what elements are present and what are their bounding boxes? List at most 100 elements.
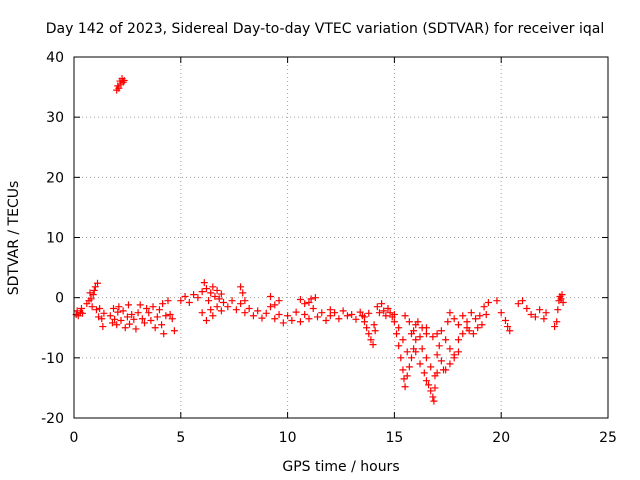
data-point — [224, 303, 232, 311]
data-point — [542, 309, 550, 317]
data-point — [245, 304, 253, 312]
data-point — [123, 313, 131, 321]
x-tick-label: 20 — [492, 430, 510, 446]
data-point — [322, 317, 330, 325]
data-point — [429, 393, 437, 401]
data-point — [217, 307, 225, 315]
data-point — [301, 311, 309, 319]
data-point — [427, 387, 435, 395]
data-point — [480, 303, 488, 311]
data-point — [431, 384, 439, 392]
data-point — [393, 330, 401, 338]
data-point — [427, 363, 435, 371]
data-point — [360, 318, 368, 326]
data-point — [100, 309, 108, 317]
data-point — [454, 336, 462, 344]
chart-title: Day 142 of 2023, Sidereal Day-to-day VTE… — [46, 21, 604, 37]
data-point — [177, 297, 185, 305]
data-point — [422, 377, 430, 385]
data-point — [79, 309, 87, 317]
data-point — [202, 285, 210, 293]
data-point — [134, 309, 142, 317]
data-point — [164, 297, 172, 305]
data-point — [213, 303, 221, 311]
data-point — [307, 295, 315, 303]
data-point — [506, 327, 514, 335]
data-point — [416, 360, 424, 368]
data-point — [401, 312, 409, 320]
data-point — [228, 297, 236, 305]
data-point — [108, 319, 116, 327]
data-point — [93, 279, 101, 287]
data-point — [95, 313, 103, 321]
data-point — [430, 397, 438, 405]
data-point — [288, 317, 296, 325]
data-point — [207, 289, 215, 297]
data-point — [267, 292, 275, 300]
data-point — [181, 292, 189, 300]
data-point — [305, 298, 313, 306]
data-point — [121, 324, 129, 332]
data-point — [407, 354, 415, 362]
data-point — [205, 297, 213, 305]
data-point — [241, 309, 249, 317]
data-point — [140, 319, 148, 327]
data-point — [370, 321, 378, 329]
data-point — [536, 306, 544, 314]
data-point — [267, 303, 275, 311]
data-point — [454, 321, 462, 329]
data-point — [378, 300, 386, 308]
data-point — [343, 312, 351, 320]
data-point — [96, 304, 104, 312]
data-point — [209, 312, 217, 320]
data-point — [437, 327, 445, 335]
data-point — [170, 327, 178, 335]
data-point — [386, 309, 394, 317]
data-point — [482, 311, 490, 319]
data-point — [390, 311, 398, 319]
data-point — [132, 325, 140, 333]
data-point — [254, 307, 262, 315]
x-tick-label: 0 — [70, 430, 79, 446]
data-point — [395, 342, 403, 350]
data-point — [463, 318, 471, 326]
data-point — [400, 375, 408, 383]
data-point — [185, 298, 193, 306]
x-tick-label: 15 — [385, 430, 403, 446]
data-point — [249, 312, 257, 320]
data-point — [158, 321, 166, 329]
data-point — [106, 312, 114, 320]
data-point — [213, 286, 221, 294]
data-point — [111, 315, 119, 323]
data-point — [117, 317, 125, 325]
data-point — [476, 312, 484, 320]
data-point — [450, 315, 458, 323]
data-point — [558, 291, 566, 299]
y-tick-label: 30 — [46, 110, 64, 126]
data-point — [425, 381, 433, 389]
data-point — [279, 319, 287, 327]
data-point — [258, 314, 266, 322]
data-point — [92, 306, 100, 314]
y-tick-label: 10 — [46, 231, 64, 247]
data-point — [401, 383, 409, 391]
data-point — [305, 315, 313, 323]
x-axis-label: GPS time / hours — [282, 459, 399, 475]
data-point — [314, 313, 322, 321]
data-point — [88, 303, 96, 311]
data-point — [418, 345, 426, 353]
data-point — [397, 354, 405, 362]
data-point — [209, 283, 217, 291]
data-point — [124, 301, 132, 309]
data-point — [239, 289, 247, 297]
y-tick-labels: -20 -10 0 10 20 30 40 — [41, 50, 64, 427]
data-point — [335, 315, 343, 323]
data-point — [442, 336, 450, 344]
data-point — [166, 311, 174, 319]
data-point — [77, 304, 85, 312]
data-point — [371, 327, 379, 335]
data-point — [375, 309, 383, 317]
data-point — [358, 312, 366, 320]
data-point — [390, 318, 398, 326]
data-point — [540, 315, 548, 323]
